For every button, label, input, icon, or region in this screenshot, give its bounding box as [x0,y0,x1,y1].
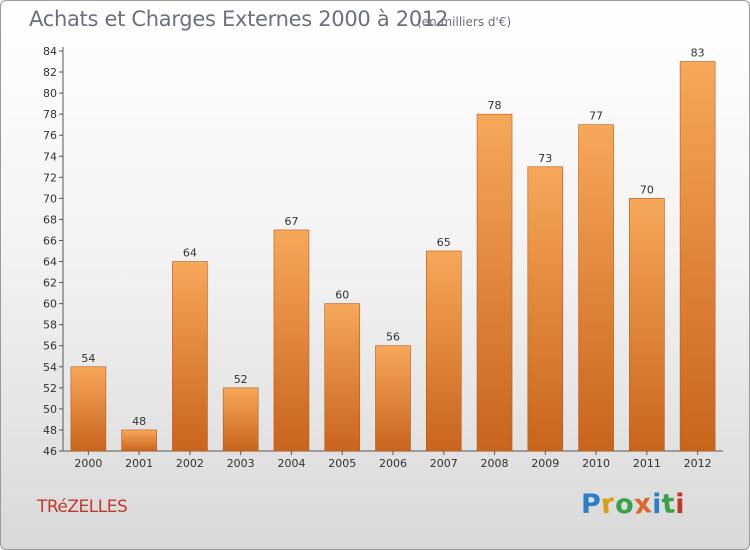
data-label-2002: 64 [183,247,197,260]
y-tick-label: 64 [43,256,57,269]
data-label-2007: 65 [437,236,451,249]
bar-2006 [375,345,411,452]
data-label-2004: 67 [284,215,298,228]
chart-subtitle: (en milliers d'€) [417,15,512,29]
bar-2010 [578,124,614,452]
y-tick-label: 72 [43,171,57,184]
bar-2004 [273,229,310,452]
x-tick-label-2004: 2004 [277,457,305,470]
y-tick-label: 84 [43,45,57,58]
bar-2011 [629,198,665,452]
y-tick-label: 74 [43,150,57,163]
bar-2003 [222,387,259,452]
y-tick-label: 66 [43,234,57,247]
data-label-2009: 73 [538,152,552,165]
data-label-2003: 52 [234,373,248,386]
data-label-2001: 48 [132,415,146,428]
bar-2000 [70,366,107,452]
chart-title: Achats et Charges Externes 2000 à 2012 [29,7,449,31]
y-tick-label: 48 [43,424,57,437]
x-tick-label-2007: 2007 [430,457,458,470]
x-tick-label-2009: 2009 [531,457,559,470]
y-tick-label: 56 [43,340,57,353]
x-tick-label-2001: 2001 [125,457,153,470]
bar-2009 [527,166,564,452]
bar-2002 [172,261,208,452]
x-tick-label-2010: 2010 [582,457,610,470]
data-label-2000: 54 [81,352,95,365]
x-tick-label-2012: 2012 [684,457,712,470]
y-tick-label: 62 [43,277,57,290]
y-tick-label: 76 [43,129,57,142]
bar-2007 [425,250,462,452]
logo-letter: x [632,488,654,521]
logo-letter: i [675,489,686,520]
data-label-2010: 77 [589,110,603,123]
y-tick-label: 50 [43,403,57,416]
data-label-2006: 56 [386,331,400,344]
x-tick-label-2002: 2002 [176,457,204,470]
bar-2001 [121,429,157,452]
x-tick-label-2003: 2003 [227,457,255,470]
logo-letter: o [615,489,635,520]
x-tick-label-2005: 2005 [328,457,356,470]
logo-letter: i [652,489,662,520]
y-tick-label: 80 [43,87,57,100]
x-tick-label-2011: 2011 [633,457,661,470]
data-label-2008: 78 [488,99,502,112]
bar-2012 [679,61,716,452]
y-tick-label: 60 [43,298,57,311]
y-tick-label: 82 [43,66,57,79]
data-label-2011: 70 [640,183,654,196]
y-tick-label: 78 [43,108,57,121]
y-tick-label: 46 [43,445,57,458]
y-tick-label: 58 [43,319,57,332]
bar-2005 [324,303,361,452]
x-tick-label-2000: 2000 [74,457,102,470]
y-tick-label: 70 [43,192,57,205]
x-tick-label-2008: 2008 [481,457,509,470]
data-label-2012: 83 [691,47,705,60]
x-tick-label-2006: 2006 [379,457,407,470]
logo-letter: P [581,489,602,520]
y-tick-label: 52 [43,382,57,395]
y-tick-label: 68 [43,213,57,226]
bar-2008 [476,113,513,452]
town-name: TRéZELLES [37,497,128,517]
proxiti-logo[interactable]: Proxiti [581,488,686,521]
y-tick-label: 54 [43,361,57,374]
data-label-2005: 60 [335,289,349,302]
